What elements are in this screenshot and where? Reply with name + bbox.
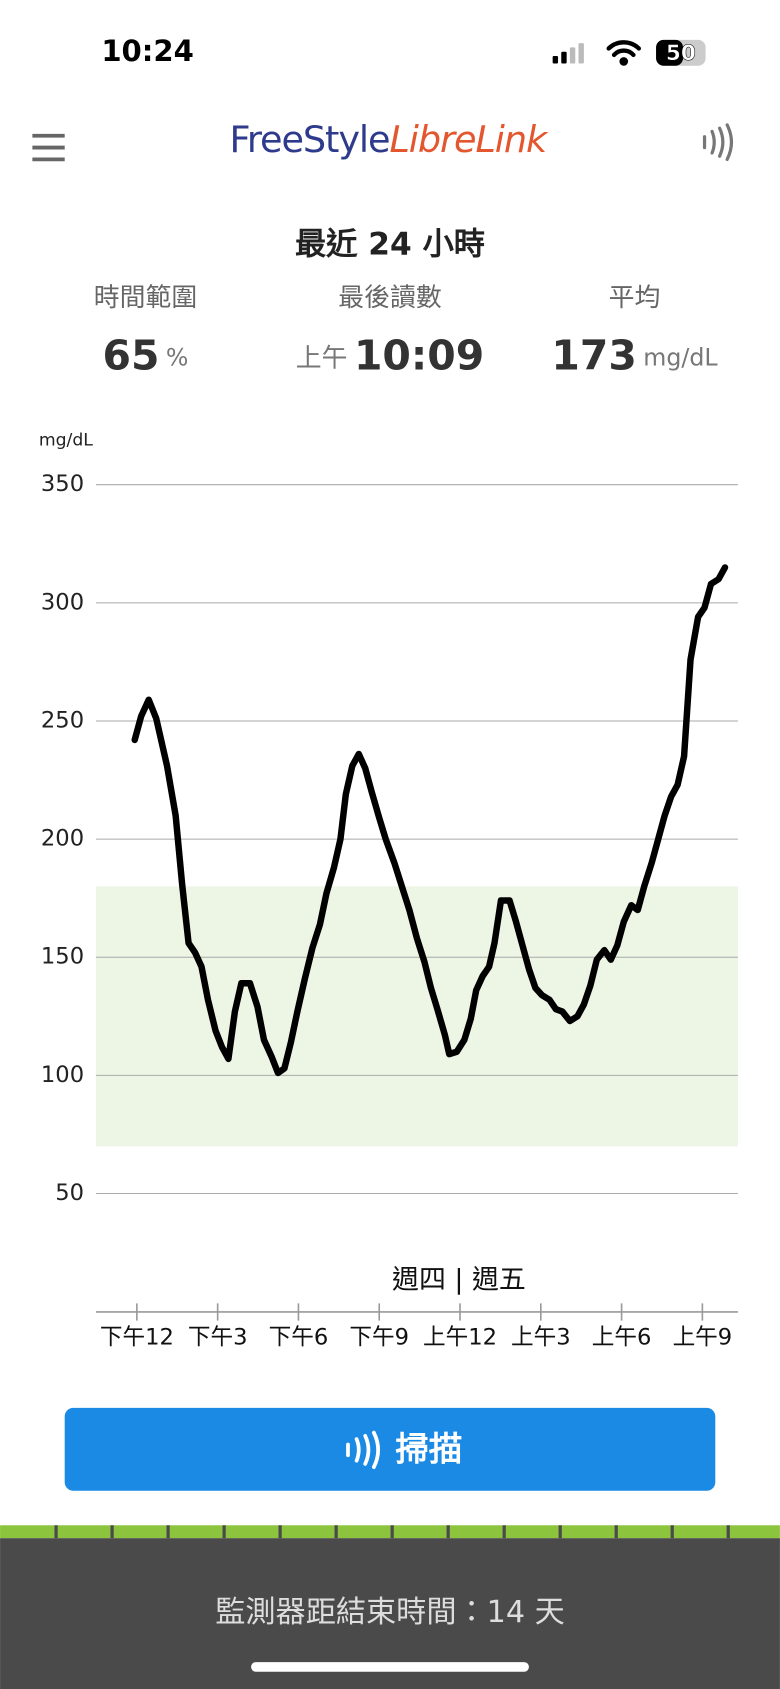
scan-button-label[interactable]: 掃描 <box>395 1429 462 1468</box>
stat-label: 時間範圍 <box>94 283 197 313</box>
y-tick-label: 250 <box>41 707 84 733</box>
chart: mg/dL 週四 | 週五 50 100 150 200 250 300 350 下午12 下午… <box>39 431 738 1350</box>
stat-label: 最後讀數 <box>338 283 442 313</box>
brand-part1: FreeStyle <box>230 118 390 161</box>
wifi-icon <box>606 40 641 66</box>
x-tick-label: 上午9 <box>673 1324 733 1350</box>
signal-icon <box>552 43 584 64</box>
y-tick-label: 200 <box>41 826 84 852</box>
sensor-progress <box>0 1525 780 1539</box>
y-tick-label: 50 <box>55 1180 84 1206</box>
x-tick-label: 上午6 <box>592 1324 652 1350</box>
status-time: 10:24 <box>101 34 194 68</box>
stat-number: 173 <box>551 332 636 380</box>
brand-part2: LibreLink <box>389 118 549 161</box>
y-tick-label: 150 <box>41 944 84 970</box>
stat-unit: mg/dL <box>643 343 718 371</box>
scan-icon <box>346 1430 381 1469</box>
x-tick-label: 下午12 <box>100 1324 174 1350</box>
x-tick-label: 下午9 <box>349 1324 409 1350</box>
glucose-line <box>131 564 729 1077</box>
stat-value: 上午 10:09 <box>296 332 484 380</box>
nfc-icon[interactable] <box>702 123 734 162</box>
x-tick-label: 上午12 <box>423 1324 497 1350</box>
footer-text: 監測器距結束時間：14 天 <box>215 1595 565 1630</box>
stat-value: 65% <box>103 332 189 380</box>
y-tick-label: 350 <box>41 471 84 497</box>
stat-label: 平均 <box>609 283 661 313</box>
y-tick-label: 100 <box>41 1062 84 1088</box>
stat-number: 10:09 <box>354 332 484 380</box>
x-tick-label: 上午3 <box>511 1324 571 1350</box>
day-divider: 週四 | 週五 <box>392 1264 526 1295</box>
y-axis-label: mg/dL <box>39 431 93 451</box>
battery-level <box>656 39 683 66</box>
target-range <box>95 886 738 1147</box>
brand-logo: FreeStyleLibreLink <box>230 118 549 161</box>
stat-unit: % <box>166 343 189 371</box>
menu-button[interactable] <box>32 133 65 162</box>
progress-dividers <box>54 1525 730 1539</box>
stat-value: 173 mg/dL <box>551 332 718 380</box>
period-title: 最近 24 小時 <box>295 227 485 263</box>
x-tick-label: 下午6 <box>269 1324 329 1350</box>
x-tick-label: 下午3 <box>188 1324 248 1350</box>
battery-text: 50 <box>666 41 696 66</box>
stat-number: 65 <box>103 332 160 380</box>
home-indicator <box>251 1662 529 1672</box>
y-tick-label: 300 <box>41 589 84 615</box>
scan-button[interactable] <box>64 1407 716 1491</box>
stat-prefix: 上午 <box>296 343 348 373</box>
